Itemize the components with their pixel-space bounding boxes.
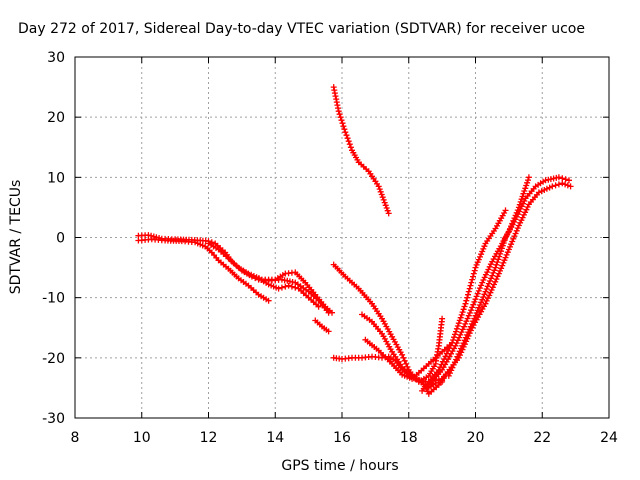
series-track-11 [405, 315, 446, 385]
series-markers [362, 336, 456, 382]
series-track-13 [425, 174, 532, 388]
series-track-15 [439, 180, 574, 382]
series-track-2 [135, 236, 272, 304]
y-tick-label: -10 [42, 291, 65, 307]
y-tick-label: 20 [47, 110, 65, 126]
y-tick-label: 0 [56, 231, 65, 247]
x-tick-label: 8 [71, 430, 80, 446]
series-markers [330, 84, 392, 217]
x-tick-label: 20 [467, 430, 485, 446]
x-tick-label: 10 [133, 430, 151, 446]
chart-title: Day 272 of 2017, Sidereal Day-to-day VTE… [18, 21, 585, 37]
x-tick-label: 16 [333, 430, 351, 446]
y-tick-label: -30 [42, 411, 65, 427]
series-track-14 [445, 174, 572, 379]
x-tick-label: 14 [266, 430, 284, 446]
series-line [447, 176, 570, 377]
series-track-3 [205, 240, 335, 316]
data-series [135, 84, 574, 397]
series-markers [419, 207, 509, 394]
x-tick-label: 24 [600, 430, 618, 446]
series-markers [445, 174, 572, 379]
x-tick-label: 12 [200, 430, 218, 446]
y-axis-label: SDTVAR / TECUs [8, 180, 24, 295]
series-track-4 [255, 275, 322, 310]
series-markers [405, 315, 446, 385]
x-tick-label: 18 [400, 430, 418, 446]
x-tick-label: 22 [533, 430, 551, 446]
series-track-5 [312, 317, 332, 335]
series-markers [255, 275, 322, 310]
x-axis-label: GPS time / hours [281, 458, 398, 474]
series-markers [135, 236, 272, 304]
series-track-6 [330, 84, 392, 217]
y-tick-label: 10 [47, 170, 65, 186]
y-tick-label: 30 [47, 50, 65, 66]
series-markers [205, 240, 335, 316]
series-line [137, 238, 270, 302]
series-markers [312, 317, 332, 335]
series-markers [439, 180, 574, 382]
axis-ticks: 8 10 12 14 16 18 20 22 24 -30 -20 -10 0 10 20 30 [42, 50, 618, 446]
y-tick-label: -20 [42, 351, 65, 367]
series-markers [425, 174, 532, 388]
